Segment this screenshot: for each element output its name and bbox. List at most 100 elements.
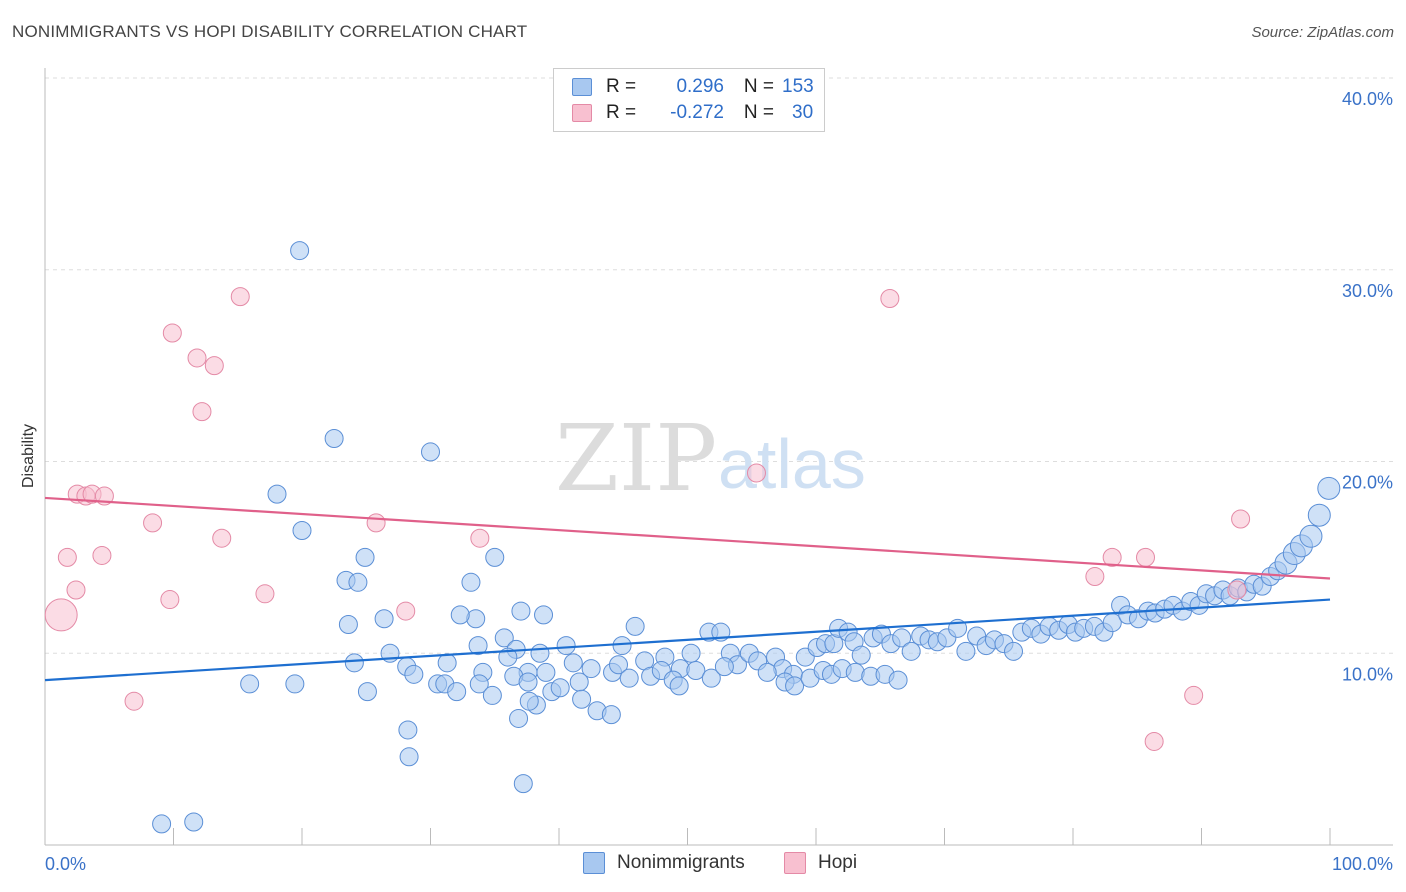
data-point (519, 691, 539, 711)
legend-swatch-hopi (572, 104, 592, 122)
bottom-legend-swatch-hopi (784, 852, 806, 874)
data-point (509, 708, 529, 728)
data-point (880, 289, 900, 309)
legend-n-value: 153 (782, 76, 814, 97)
data-point (1085, 567, 1105, 587)
watermark-atlas: atlas (718, 425, 866, 503)
data-point (290, 241, 310, 261)
data-point (892, 628, 912, 648)
data-point (956, 641, 976, 661)
data-point (1144, 731, 1164, 751)
y-tick-label: 20.0% (1342, 473, 1393, 493)
data-point (160, 590, 180, 610)
data-point (686, 661, 706, 681)
data-point (184, 812, 204, 832)
y-tick-label: 30.0% (1342, 281, 1393, 301)
trend-lines (44, 496, 1331, 682)
watermark: ZIP atlas (555, 405, 866, 512)
data-point (355, 547, 375, 567)
data-point (785, 676, 805, 696)
data-point (581, 659, 601, 679)
data-point (450, 605, 470, 625)
data-point (534, 605, 554, 625)
data-point (292, 521, 312, 541)
data-point (485, 547, 505, 567)
y-tick-label: 10.0% (1342, 664, 1393, 684)
legend-row-nonimmigrants: R = 0.296 N = 153 (572, 75, 814, 99)
data-point (851, 645, 871, 665)
source-label: Source: ZipAtlas.com (1251, 24, 1394, 41)
data-point (338, 614, 358, 634)
bottom-legend: Nonimmigrants Hopi (0, 852, 1406, 878)
grid-lines (45, 77, 1393, 654)
data-point (669, 676, 689, 696)
bottom-legend-label: Nonimmigrants (617, 852, 745, 873)
data-point (1136, 547, 1156, 567)
legend-r-label: R = (606, 102, 637, 123)
data-point (612, 636, 632, 656)
data-point (374, 609, 394, 629)
data-point (888, 670, 908, 690)
data-point (601, 705, 621, 725)
y-tick-label: 40.0% (1342, 89, 1393, 109)
legend-swatch-nonimmigrants (572, 78, 592, 96)
legend-r-value: 0.296 (676, 76, 724, 97)
legend-n-value: 30 (792, 102, 814, 123)
data-point (344, 653, 364, 673)
bottom-legend-swatch-nonimmigrants (583, 852, 605, 874)
legend-n-label: N = (743, 102, 774, 123)
legend: R = 0.296 N = 153 R = -0.272 N = 30 (553, 68, 825, 132)
data-point (187, 348, 207, 368)
data-point (498, 647, 518, 667)
data-point (1227, 580, 1247, 600)
chart-title: NONIMMIGRANTS VS HOPI DISABILITY CORRELA… (12, 22, 528, 41)
y-axis-title: Disability (20, 424, 37, 488)
data-point (162, 323, 182, 343)
data-point (44, 598, 78, 632)
data-point (421, 442, 440, 462)
data-point (714, 657, 734, 677)
data-point (437, 653, 457, 673)
data-point (92, 545, 112, 565)
data-point (1307, 503, 1331, 527)
data-point (204, 356, 224, 376)
data-point (563, 653, 583, 673)
data-point (124, 691, 144, 711)
data-point (143, 513, 163, 533)
data-point (255, 584, 275, 604)
data-point (518, 672, 538, 692)
data-point (513, 774, 533, 794)
legend-r-label: R = (606, 76, 637, 97)
bottom-legend-hopi[interactable]: Hopi (784, 852, 857, 874)
trend-line (44, 496, 1331, 580)
legend-r-value: -0.272 (670, 102, 724, 123)
data-point (469, 674, 489, 694)
data-point (66, 580, 86, 600)
x-tick-label: 100.0% (1332, 854, 1393, 874)
data-point (1231, 509, 1251, 529)
data-point (240, 674, 260, 694)
data-point (1299, 524, 1323, 548)
data-point (511, 601, 531, 621)
data-point (366, 513, 386, 533)
data-point (192, 402, 212, 422)
trend-line (44, 598, 1331, 682)
data-point (556, 636, 576, 656)
legend-row-hopi: R = -0.272 N = 30 (572, 101, 813, 125)
data-point (285, 674, 305, 694)
axes (44, 68, 1393, 846)
data-point (746, 463, 766, 483)
data-point (681, 643, 701, 663)
data-point (230, 287, 250, 307)
watermark-zip: ZIP (555, 405, 717, 512)
x-tick-label: 0.0% (45, 854, 86, 874)
data-point (468, 636, 488, 656)
tick-labels: 10.0% 20.0% 30.0% 40.0% 0.0% 100.0% (45, 89, 1393, 874)
data-point (404, 664, 424, 684)
data-point (396, 601, 416, 621)
data-point (1102, 547, 1122, 567)
data-point (324, 428, 344, 448)
data-point (530, 643, 550, 663)
bottom-legend-nonimmigrants[interactable]: Nonimmigrants (583, 852, 745, 874)
